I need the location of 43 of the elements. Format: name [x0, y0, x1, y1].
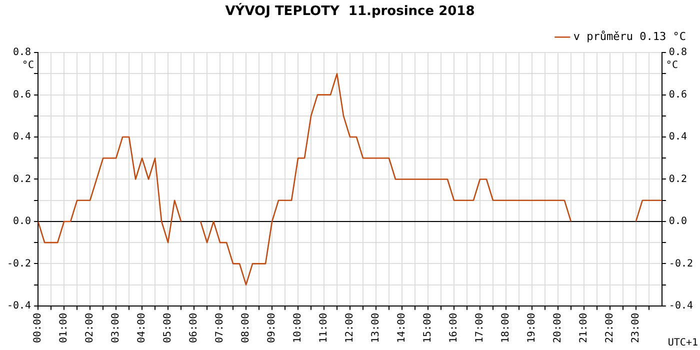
x-tick-label: 14:00 [396, 312, 408, 344]
x-tick-label: 22:00 [604, 312, 616, 344]
x-tick-label: 12:00 [344, 312, 356, 344]
x-tick-label: 18:00 [500, 312, 512, 344]
x-tick-label: 04:00 [136, 312, 148, 344]
y2-tick-label: -0.2 [668, 258, 694, 270]
x-tick-label: 02:00 [84, 312, 96, 344]
y2-tick-label: 0.8 [668, 47, 687, 58]
y2-axis-title: °C [666, 60, 678, 72]
y2-tick-label: 0.0 [668, 216, 687, 228]
x-tick-label: 21:00 [578, 312, 590, 344]
x-tick-label: 17:00 [474, 312, 486, 344]
y-tick-label: 0.6 [13, 89, 32, 100]
y-tick-label: 0.0 [13, 216, 32, 228]
y-tick-label: 0.2 [13, 174, 32, 185]
x-tick-label: 13:00 [370, 312, 382, 344]
y2-tick-label: 0.4 [668, 132, 687, 143]
chart-title: VÝVOJ TEPLOTY 11.prosince 2018 [225, 2, 475, 20]
y2-tick-label: 0.2 [668, 174, 687, 185]
x-tick-label: 20:00 [552, 312, 564, 344]
x-tick-label: 16:00 [448, 312, 460, 344]
legend-label: v průměru 0.13 °C [573, 30, 686, 43]
x-tick-label: 01:00 [58, 312, 70, 344]
x-tick-label: 10:00 [292, 312, 304, 344]
x-tick-label: 07:00 [214, 312, 226, 344]
x-tick-label: 06:00 [188, 312, 200, 344]
text: UTC+1 [668, 338, 698, 349]
y2-tick-label: 0.6 [668, 89, 687, 100]
x-tick-label: 15:00 [422, 312, 434, 344]
y-tick-label: 0.4 [13, 132, 32, 143]
y-tick-label: -0.4 [6, 300, 32, 312]
x-tick-label: 08:00 [240, 312, 252, 344]
x-tick-label: 00:00 [32, 312, 44, 344]
y2-tick-label: -0.4 [668, 300, 694, 312]
x-tick-label: 09:00 [266, 312, 278, 344]
x-tick-label: 19:00 [526, 312, 538, 344]
x-tick-label: 23:00 [630, 312, 642, 344]
x-tick-label: 03:00 [110, 312, 122, 344]
y-tick-label: -0.2 [6, 258, 32, 270]
y-tick-label: 0.8 [13, 47, 32, 58]
y-axis-title: °C [22, 60, 34, 72]
x-tick-label: 11:00 [318, 312, 330, 344]
x-tick-label: 05:00 [162, 312, 174, 344]
